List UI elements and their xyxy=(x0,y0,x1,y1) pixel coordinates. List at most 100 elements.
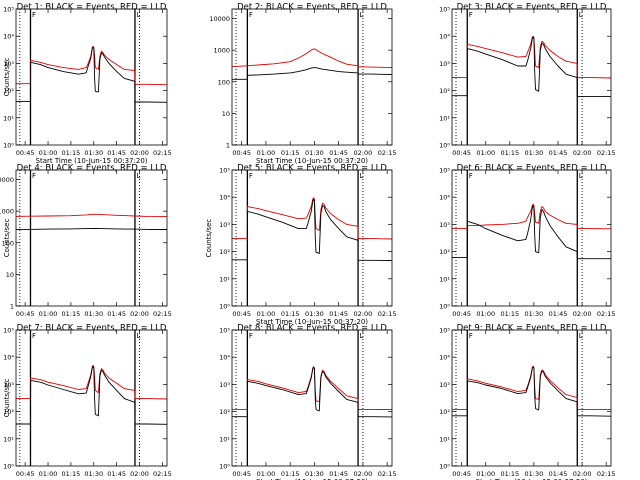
x-tick-label: 01:45 xyxy=(329,470,348,478)
series-line-events xyxy=(452,366,612,417)
series-line-lld xyxy=(15,213,168,218)
x-tick-label: 02:15 xyxy=(597,149,616,157)
x-tick-label: 00:45 xyxy=(16,310,35,318)
y-tick-label: 10² xyxy=(219,248,230,256)
marker-label-l: L xyxy=(579,172,583,180)
x-tick-label: 01:30 xyxy=(84,310,103,318)
y-tick-label: 10³ xyxy=(3,381,14,389)
y-axis-label: Counts/sec xyxy=(3,379,11,418)
y-tick-label: 10⁴ xyxy=(219,194,230,202)
x-tick-label: 02:00 xyxy=(573,149,592,157)
marker-label-l: L xyxy=(360,11,364,19)
y-tick-label: 10⁰ xyxy=(439,142,450,150)
x-tick-label: 01:30 xyxy=(305,470,324,478)
series-line-lld xyxy=(16,364,168,400)
y-tick-label: 10⁴ xyxy=(3,33,14,41)
chart-title: Det 1: BLACK = Events, RED = LLD xyxy=(17,3,167,13)
marker-label-f: F xyxy=(32,11,36,19)
y-tick-label: 1000 xyxy=(0,208,14,216)
series-line-events xyxy=(232,366,393,418)
chart-panel-2: F L 1 10 100 1000 10000 00:45 01:00 01:15 01:30 01:… xyxy=(209,3,396,166)
plot-frame xyxy=(15,329,168,467)
x-tick-label: 02:00 xyxy=(573,310,592,318)
x-tick-label: 01:15 xyxy=(281,470,300,478)
marker-label-f: F xyxy=(32,332,36,340)
y-tick-label: 10¹ xyxy=(3,435,14,443)
plot-frame xyxy=(451,8,612,146)
x-tick-label: 02:15 xyxy=(153,310,172,318)
x-tick-label: 02:15 xyxy=(597,310,616,318)
x-tick-label: 01:30 xyxy=(84,470,103,478)
series-line-lld xyxy=(452,203,612,230)
x-tick-label: 01:15 xyxy=(500,470,519,478)
x-tick-label: 02:00 xyxy=(130,149,149,157)
plot-frame xyxy=(231,8,393,146)
marker-label-l: L xyxy=(136,172,140,180)
chart-title: Det 6: BLACK = Events, RED = LLD xyxy=(457,164,607,174)
x-tick-label: 02:15 xyxy=(153,470,172,478)
marker-label-f: F xyxy=(249,332,253,340)
y-tick-label: 10¹ xyxy=(439,114,450,122)
y-tick-label: 10³ xyxy=(3,60,14,68)
chart-title: Det 3: BLACK = Events, RED = LLD xyxy=(457,3,607,13)
x-tick-label: 01:00 xyxy=(39,470,58,478)
y-tick-label: 10⁴ xyxy=(219,354,230,362)
plot-frame xyxy=(15,169,168,307)
y-tick-label: 10¹ xyxy=(3,114,14,122)
x-tick-label: 01:45 xyxy=(549,310,568,318)
y-tick-label: 10⁰ xyxy=(439,463,450,471)
plot-frame xyxy=(451,329,612,467)
plot-frame xyxy=(231,329,393,467)
plot-frame xyxy=(451,169,612,307)
x-tick-label: 01:30 xyxy=(305,149,324,157)
x-tick-label: 00:45 xyxy=(452,470,471,478)
y-tick-label: 10⁵ xyxy=(439,167,450,175)
y-tick-label: 10³ xyxy=(439,60,450,68)
x-tick-label: 00:45 xyxy=(452,149,471,157)
y-axis-label: Counts/sec xyxy=(3,58,11,97)
x-tick-label: 01:15 xyxy=(62,149,81,157)
plot-frame xyxy=(231,169,393,307)
marker-label-l: L xyxy=(360,332,364,340)
y-tick-label: 10⁴ xyxy=(439,354,450,362)
y-tick-label: 10⁰ xyxy=(219,303,230,311)
x-tick-label: 02:15 xyxy=(378,310,397,318)
x-tick-label: 02:15 xyxy=(597,470,616,478)
y-tick-label: 10² xyxy=(3,408,14,416)
y-tick-label: 10¹ xyxy=(439,275,450,283)
series-line-events xyxy=(16,365,168,425)
x-tick-label: 02:00 xyxy=(354,310,373,318)
marker-label-f: F xyxy=(469,172,473,180)
x-tick-label: 01:00 xyxy=(39,310,58,318)
y-tick-label: 10⁵ xyxy=(439,6,450,14)
x-tick-label: 00:45 xyxy=(232,470,251,478)
y-tick-label: 100 xyxy=(218,78,230,86)
x-tick-label: 00:45 xyxy=(452,310,471,318)
y-tick-label: 10⁴ xyxy=(439,33,450,41)
y-axis-label: Counts/sec xyxy=(205,219,213,258)
y-tick-label: 10³ xyxy=(439,381,450,389)
x-tick-label: 00:45 xyxy=(16,149,35,157)
x-tick-label: 01:00 xyxy=(257,149,276,157)
x-axis-label: Start Time (10-Jun-15 00:37:20) xyxy=(256,478,368,480)
y-axis-label: Counts/sec xyxy=(3,219,11,258)
x-tick-label: 01:00 xyxy=(257,470,276,478)
series-line-lld xyxy=(232,366,393,411)
y-tick-label: 10000 xyxy=(0,176,14,184)
chart-panel-8: F L 10⁰ 10¹ 10² 10³ 10⁴ 10⁵ 00:45 01:00 01:15 01:30… xyxy=(219,324,396,480)
x-tick-label: 02:00 xyxy=(354,470,373,478)
series-line-lld xyxy=(16,45,168,86)
marker-label-l: L xyxy=(136,11,140,19)
y-tick-label: 10² xyxy=(219,408,230,416)
y-tick-label: 10⁰ xyxy=(219,463,230,471)
series-line-events xyxy=(15,227,168,231)
x-tick-label: 02:15 xyxy=(378,149,397,157)
series-line-events xyxy=(232,67,393,80)
y-tick-label: 10⁵ xyxy=(219,167,230,175)
series-line-lld xyxy=(232,197,393,240)
y-tick-label: 10⁵ xyxy=(3,327,14,335)
x-tick-label: 02:00 xyxy=(354,149,373,157)
x-tick-label: 01:15 xyxy=(281,149,300,157)
